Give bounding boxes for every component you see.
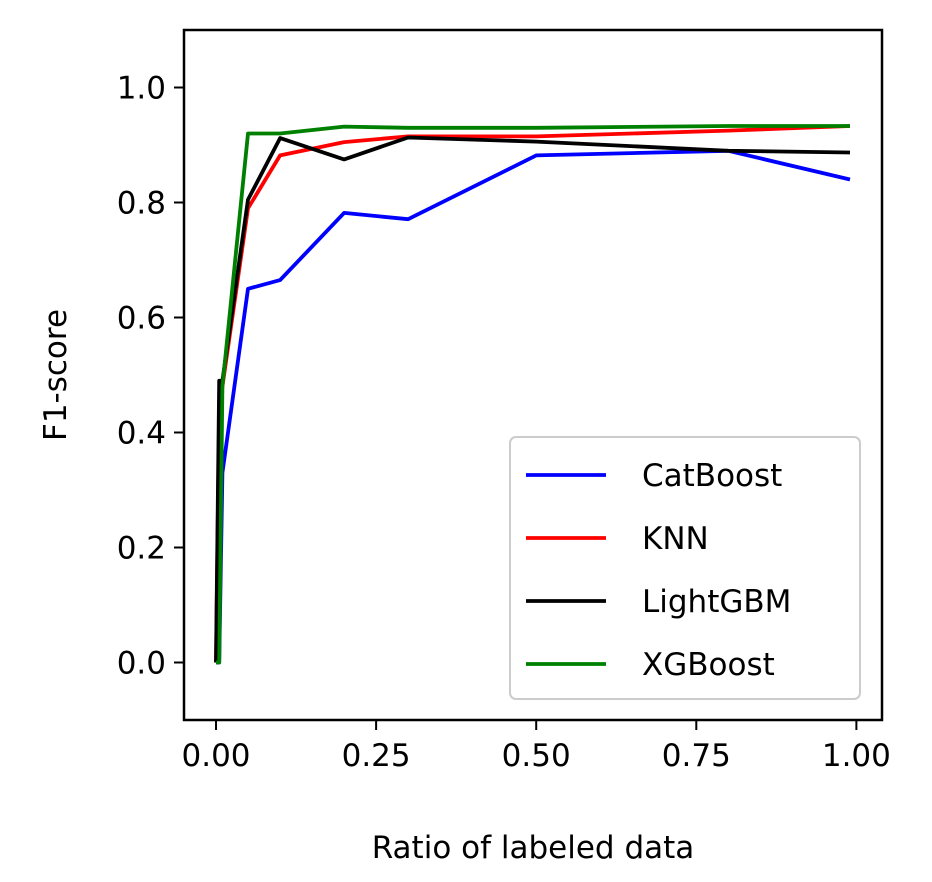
x-tick-label: 0.25 bbox=[342, 738, 411, 774]
plot-frame bbox=[182, 28, 884, 722]
y-tick-label: 0.0 bbox=[117, 646, 166, 682]
legend-box bbox=[509, 436, 861, 700]
y-tick-label: 0.4 bbox=[117, 416, 166, 452]
y-tick-label: 0.8 bbox=[117, 186, 166, 222]
y-tick-label: 0.6 bbox=[117, 301, 166, 337]
legend-label: LightGBM bbox=[642, 584, 791, 620]
y-tick-label: 1.0 bbox=[117, 71, 166, 107]
series-line-lightgbm bbox=[214, 135, 851, 663]
y-axis-label: F1-score bbox=[38, 309, 74, 441]
legend-label: KNN bbox=[642, 521, 709, 557]
legend-label: XGBoost bbox=[642, 647, 775, 683]
y-tick-label: 0.2 bbox=[117, 531, 166, 567]
x-tick-label: 1.00 bbox=[822, 738, 891, 774]
x-tick-label: 0.50 bbox=[502, 738, 571, 774]
series-line-xgboost bbox=[216, 124, 850, 665]
series-lines bbox=[214, 124, 851, 665]
x-axis-label: Ratio of labeled data bbox=[372, 830, 695, 866]
x-tick-label: 0.00 bbox=[182, 738, 251, 774]
legend-label: CatBoost bbox=[642, 458, 782, 494]
legend: CatBoost KNN LightGBM XGBoost bbox=[509, 436, 861, 700]
x-tick-label: 0.75 bbox=[662, 738, 731, 774]
axis-ticks: 0.00 0.25 0.50 0.75 1.00 0.0 0.2 0.4 0.6 0.8 1.0 bbox=[117, 71, 891, 775]
